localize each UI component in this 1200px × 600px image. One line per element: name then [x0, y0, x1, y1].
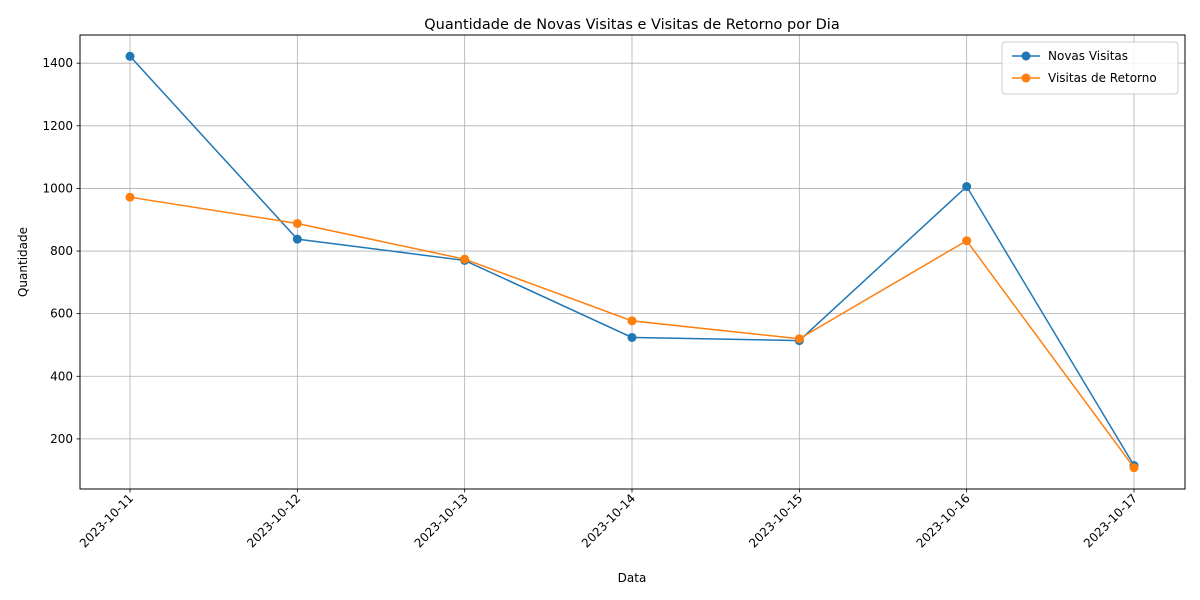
plot-area-frame [79, 34, 1186, 490]
series-layer [125, 51, 1139, 473]
data-point [292, 218, 302, 228]
y-tick-label: 1200 [42, 119, 73, 133]
data-point [1129, 463, 1139, 473]
x-tick-label: 2023-10-11 [77, 491, 136, 550]
legend-label-retorno: Visitas de Retorno [1048, 71, 1157, 85]
y-tick-label: 1400 [42, 56, 73, 70]
x-axis-label: Data [618, 571, 647, 585]
data-point [627, 332, 637, 342]
y-tick-label: 600 [50, 307, 73, 321]
y-tick-label: 400 [50, 369, 73, 383]
y-axis: 200 400 600 800 1000 1200 1400 [42, 56, 80, 446]
series-visitas-de-retorno [125, 192, 1139, 473]
data-point [962, 182, 972, 192]
grid [80, 35, 1185, 489]
chart-title: Quantidade de Novas Visitas e Visitas de… [424, 17, 839, 33]
data-point [292, 234, 302, 244]
y-tick-label: 1000 [42, 181, 73, 195]
data-point [460, 254, 470, 264]
y-tick-label: 200 [50, 432, 73, 446]
legend-marker-retorno [1021, 73, 1031, 83]
x-tick-label: 2023-10-16 [914, 491, 973, 550]
y-tick-label: 800 [50, 244, 73, 258]
x-tick-label: 2023-10-15 [746, 491, 805, 550]
x-tick-label: 2023-10-13 [412, 491, 471, 550]
data-point [627, 316, 637, 326]
x-tick-label: 2023-10-17 [1081, 491, 1140, 550]
x-tick-label: 2023-10-12 [244, 491, 303, 550]
data-point [125, 192, 135, 202]
x-axis: 2023-10-11 2023-10-12 2023-10-13 2023-10-14… [77, 489, 1140, 550]
x-tick-label: 2023-10-14 [579, 491, 638, 550]
legend: Novas Visitas Visitas de Retorno [1001, 41, 1179, 95]
legend-label-novas: Novas Visitas [1048, 49, 1128, 63]
legend-marker-novas [1021, 51, 1031, 61]
y-axis-label: Quantidade [16, 227, 30, 297]
legend-box [1001, 41, 1179, 95]
data-point [125, 51, 135, 61]
data-point [962, 236, 972, 246]
data-point [794, 334, 804, 344]
